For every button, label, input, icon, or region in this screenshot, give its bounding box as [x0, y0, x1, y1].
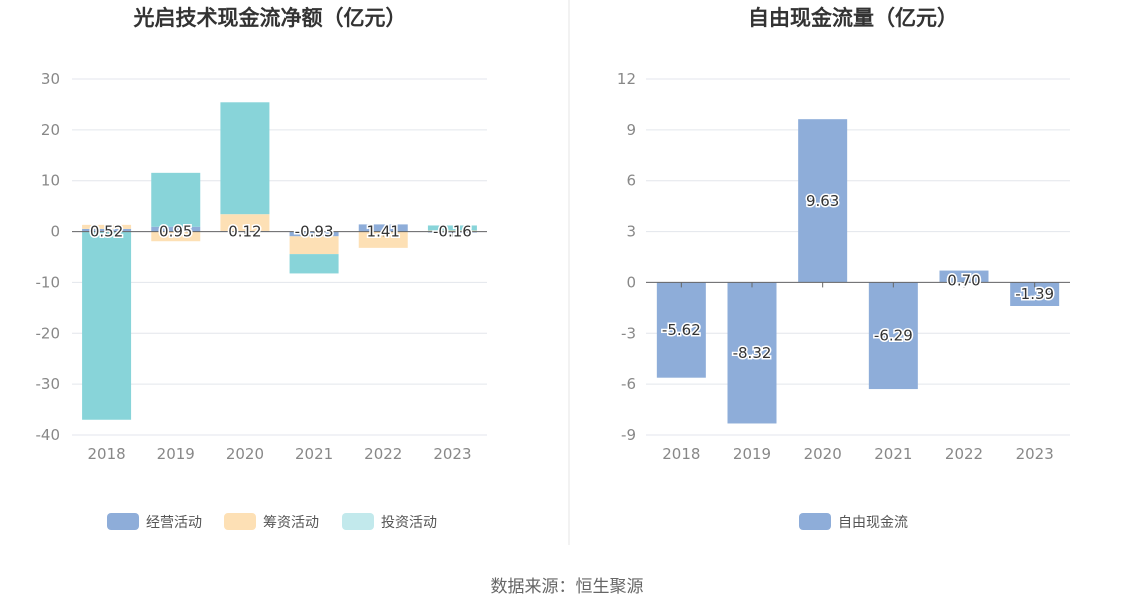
chart1-bar-筹资活动 [358, 231, 408, 248]
chart1-x-tick-label: 2021 [295, 445, 333, 463]
chart1-y-tick-label: -30 [36, 375, 61, 393]
chart1-y-tick-label: 30 [41, 70, 60, 88]
chart2-y-tick-label: 0 [626, 273, 636, 291]
chart1-bar-投资活动 [289, 254, 339, 274]
chart2-bar-自由现金流 [1010, 282, 1060, 306]
chart1-y-tick-label: -40 [36, 426, 61, 444]
chart2-x-tick-label: 2018 [662, 445, 700, 463]
chart1-bar-筹资活动 [289, 236, 339, 255]
chart2-y-tick-label: -9 [621, 426, 636, 444]
chart1-legend-label: 投资活动 [381, 515, 437, 531]
chart2-bar-自由现金流 [656, 282, 706, 378]
chart2-data-label: -6.29 [874, 327, 913, 345]
chart1-x-tick-label: 2018 [87, 445, 125, 463]
chart2-x-tick-label: 2019 [733, 445, 771, 463]
chart1-bar-投资活动 [82, 231, 132, 420]
chart1-data-label: 0.12 [228, 223, 261, 241]
chart1-x-tick-label: 2019 [157, 445, 195, 463]
chart2-y-tick-label: 3 [626, 223, 636, 241]
chart1-x-tick-label: 2022 [364, 445, 402, 463]
chart2-bar-自由现金流 [727, 282, 777, 424]
chart2-data-label: 9.63 [806, 192, 839, 210]
chart2-title: 自由现金流量（亿元） [748, 6, 958, 30]
chart1-bar-筹资活动 [427, 230, 477, 232]
chart2-y-tick-label: -6 [621, 375, 636, 393]
chart1-x-tick-label: 2023 [433, 445, 471, 463]
chart1-y-tick-label: 0 [50, 223, 60, 241]
chart1-legend-swatch [107, 513, 139, 530]
chart2-legend-label: 自由现金流 [838, 515, 908, 531]
chart1-y-tick-label: 10 [41, 172, 60, 190]
chart2-y-tick-label: 12 [617, 70, 636, 88]
chart1-data-label: -0.16 [433, 223, 472, 241]
chart1-title: 光启技术现金流净额（亿元） [133, 6, 407, 30]
chart1-y-tick-label: -10 [36, 273, 61, 291]
chart1-y-tick-label: 20 [41, 121, 60, 139]
chart2-y-tick-label: 9 [626, 121, 636, 139]
chart2-bar-自由现金流 [798, 119, 848, 283]
chart1-bar-经营活动 [151, 226, 201, 232]
chart2-legend-swatch [799, 513, 831, 530]
chart1-bar-投资活动 [427, 225, 477, 231]
chart2-data-label: -5.62 [662, 321, 701, 339]
chart1-data-label: -0.93 [295, 223, 334, 241]
chart1-data-label: 1.41 [367, 223, 400, 241]
chart2-y-tick-label: 6 [626, 172, 636, 190]
chart1-bar-投资活动 [151, 172, 201, 227]
chart2-data-label: 0.70 [947, 271, 980, 289]
chart1-data-label: 0.95 [159, 223, 192, 241]
chart2-data-label: -1.39 [1015, 285, 1054, 303]
data-source: 数据来源：恒生聚源 [490, 577, 644, 597]
chart1-legend-label: 筹资活动 [263, 514, 319, 531]
chart2-x-tick-label: 2023 [1016, 445, 1054, 463]
chart2-x-tick-label: 2020 [804, 445, 842, 463]
chart1-legend-swatch [224, 513, 256, 530]
chart1-y-tick-label: -20 [36, 324, 61, 342]
chart2-bar-自由现金流 [939, 270, 989, 283]
chart1-bar-筹资活动 [220, 214, 270, 231]
chart2-x-tick-label: 2021 [874, 445, 912, 463]
chart1-bar-投资活动 [220, 102, 270, 215]
chart2-x-tick-label: 2022 [945, 445, 983, 463]
chart1-legend-label: 经营活动 [146, 515, 202, 531]
chart1-bar-经营活动 [358, 224, 408, 232]
chart2-y-tick-label: -3 [621, 324, 636, 342]
chart1-x-tick-label: 2020 [226, 445, 264, 463]
chart1-data-label: 0.52 [90, 223, 123, 241]
chart1-bar-经营活动 [82, 228, 132, 232]
chart1-legend-swatch [342, 513, 374, 530]
chart2-bar-自由现金流 [868, 282, 918, 390]
chart1-bar-筹资活动 [82, 224, 132, 229]
chart2-data-label: -8.32 [733, 344, 772, 362]
